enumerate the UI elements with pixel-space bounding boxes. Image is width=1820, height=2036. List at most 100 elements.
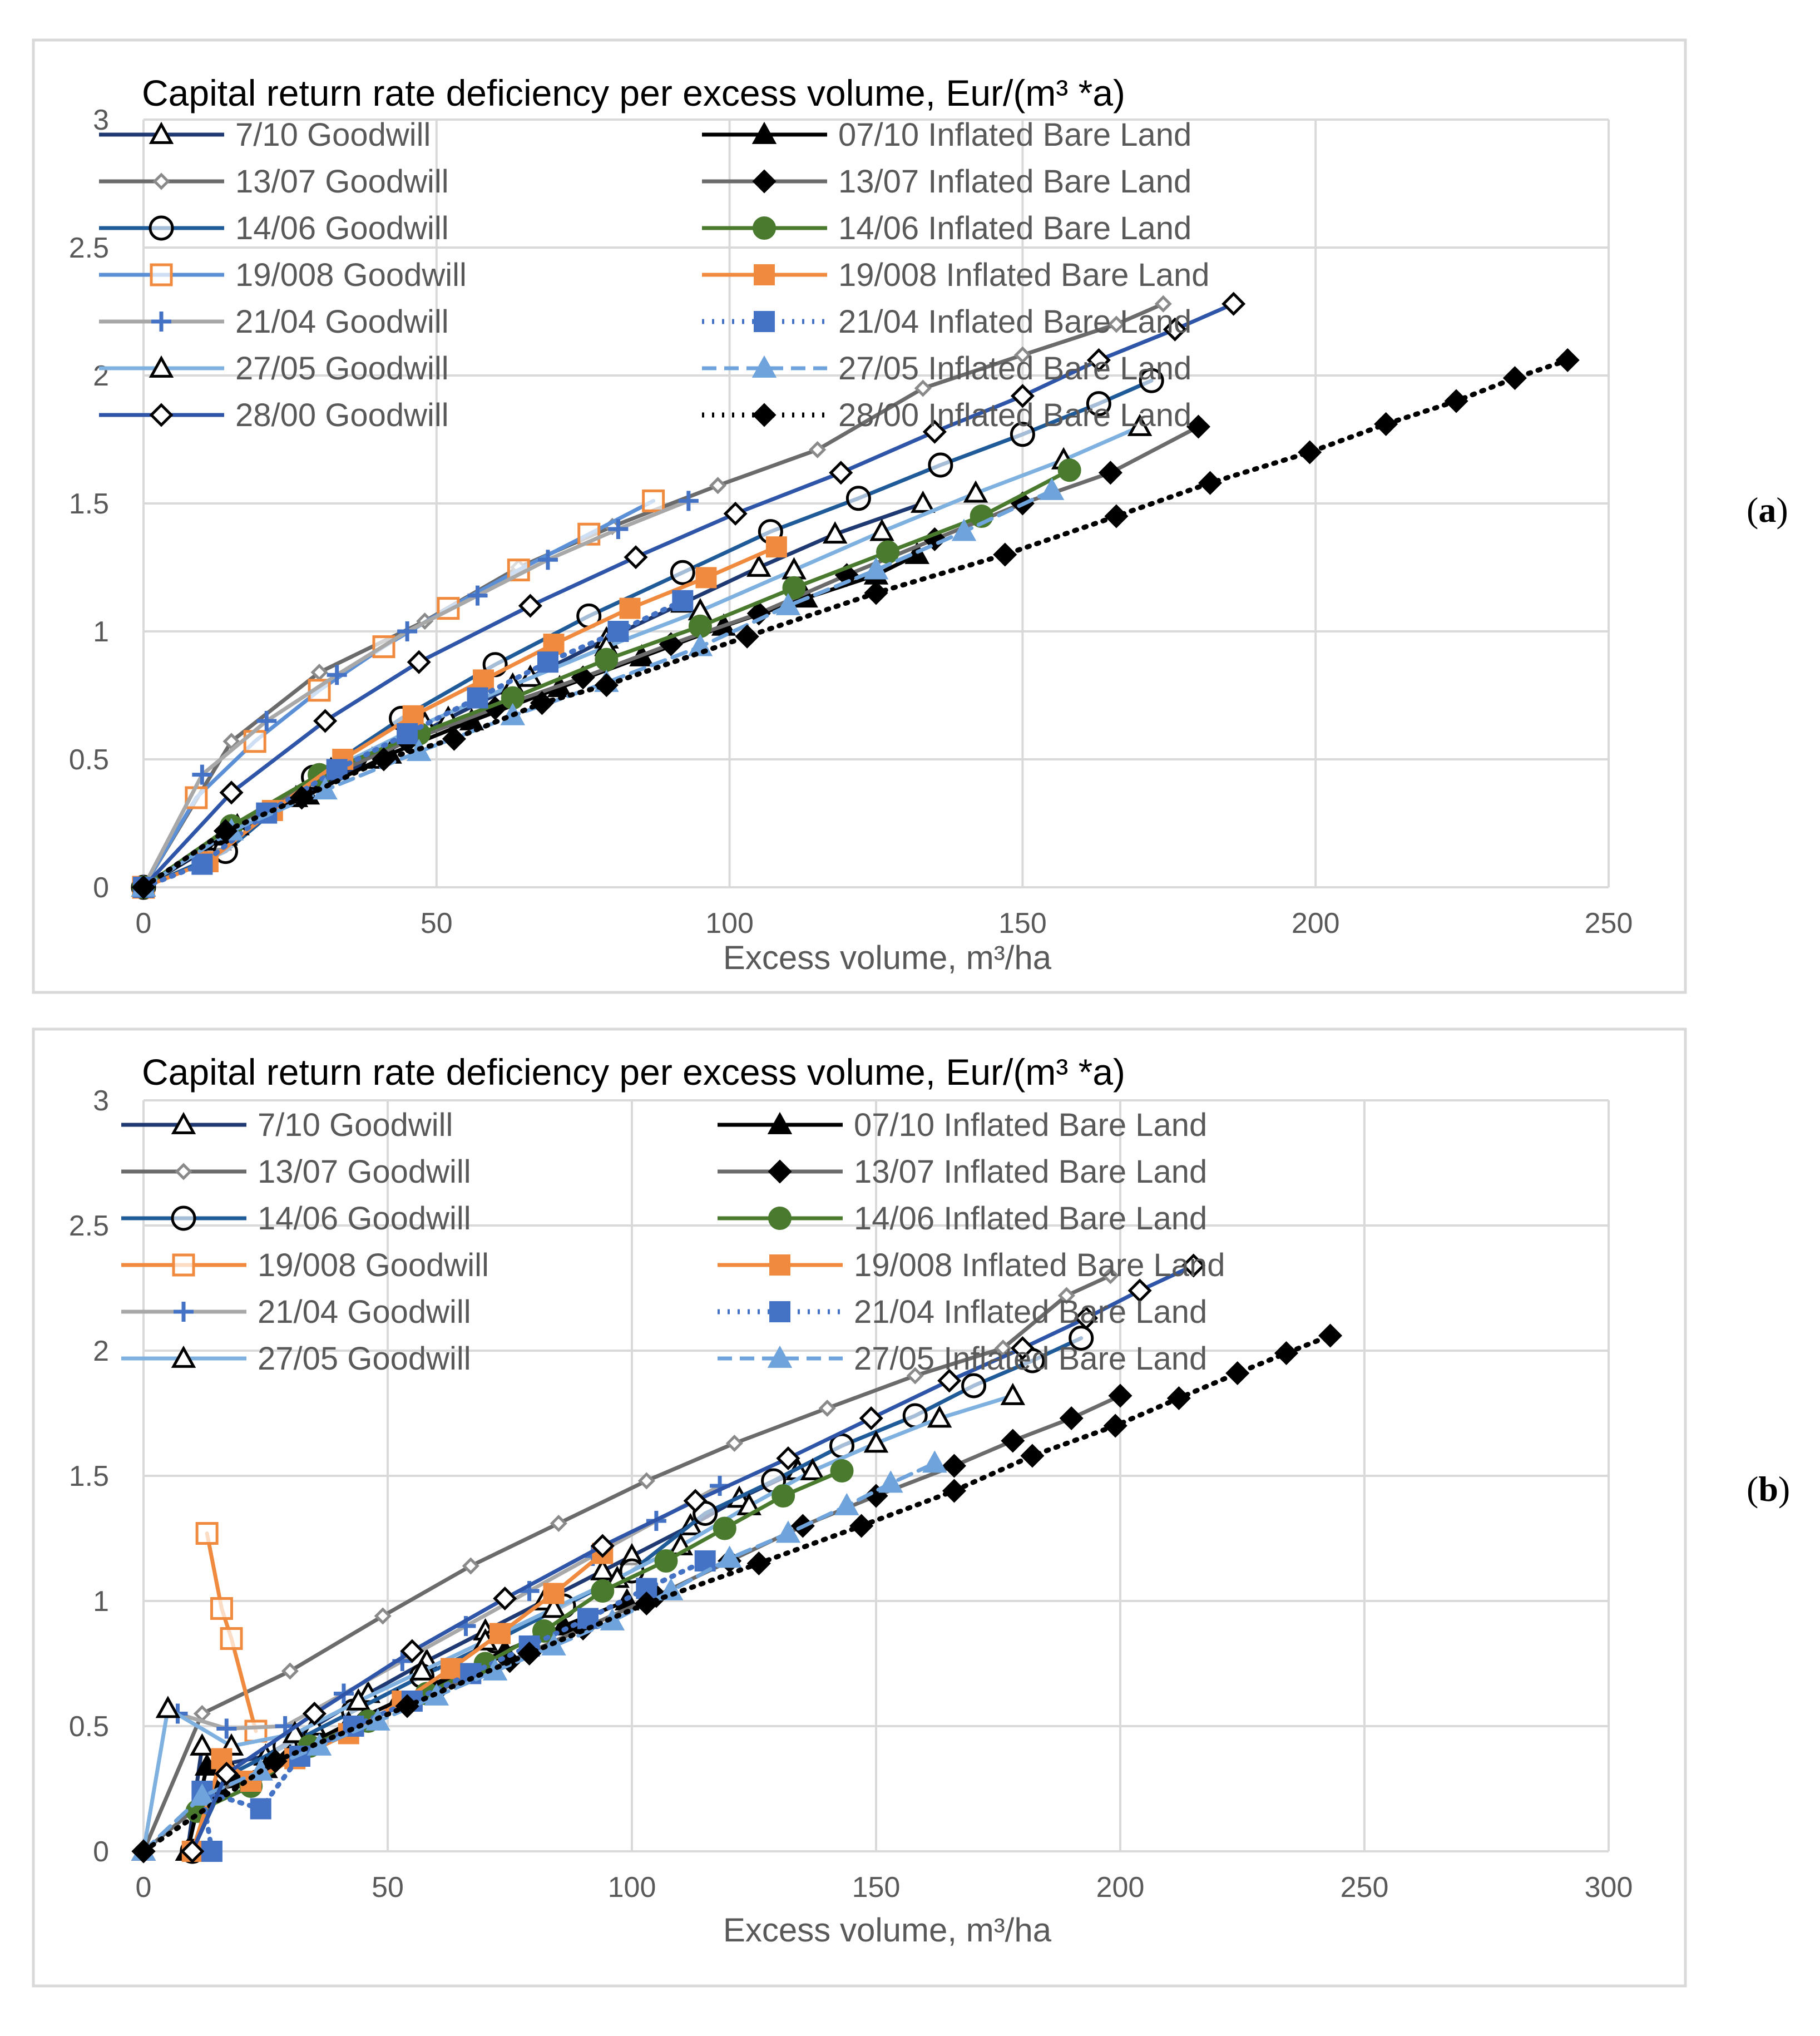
data-point [131, 875, 156, 900]
legend-item-14-06-inflated-bare-land: 14/06 Inflated Bare Land [702, 210, 1191, 246]
y-tick-label: 0 [93, 1836, 109, 1868]
legend-item-7-10-goodwill: 7/10 Goodwill [99, 117, 431, 153]
data-point [395, 1694, 419, 1718]
data-point [302, 1701, 327, 1726]
data-point [1107, 315, 1125, 333]
data-point [346, 1688, 371, 1711]
data-point [937, 1368, 962, 1393]
data-point [180, 1839, 205, 1864]
legend-label: 19/008 Goodwill [235, 257, 467, 293]
data-point [577, 1608, 599, 1629]
y-tick-label: 1 [93, 1585, 109, 1618]
legend-swatch-marker [751, 355, 777, 378]
data-point [922, 1450, 947, 1473]
chart-title: Capital return rate deficiency per exces… [142, 1051, 1125, 1093]
data-point [201, 1841, 222, 1862]
data-point [1108, 1383, 1132, 1408]
legend-swatch-marker [149, 121, 174, 144]
legend-label: 07/10 Inflated Bare Land [838, 117, 1191, 153]
x-tick-label: 0 [136, 907, 152, 940]
legend-swatch-marker [752, 403, 777, 427]
data-point [400, 1639, 424, 1663]
data-point [467, 687, 488, 709]
data-point [849, 1514, 874, 1538]
legend-item-13-07-goodwill: 13/07 Goodwill [99, 164, 449, 200]
legend-item-19-008-inflated-bare-land: 19/008 Inflated Bare Land [718, 1247, 1225, 1283]
data-point [993, 542, 1017, 567]
data-point [1166, 1386, 1191, 1411]
legend-item-14-06-goodwill: 14/06 Goodwill [99, 210, 449, 246]
x-tick-label: 250 [1585, 907, 1633, 940]
data-point [250, 1798, 271, 1820]
data-point [695, 567, 717, 589]
legend-label: 19/008 Inflated Bare Land [838, 257, 1210, 293]
data-point [1163, 317, 1187, 342]
data-point [594, 673, 619, 698]
data-point [263, 1749, 288, 1773]
data-point [281, 1662, 299, 1680]
x-axis-label: Excess volume, m³/ha [723, 1911, 1052, 1949]
data-point [642, 489, 665, 512]
data-point [374, 1607, 392, 1625]
data-point [591, 1579, 615, 1603]
y-tick-label: 1.5 [69, 1460, 109, 1493]
data-point [543, 634, 565, 655]
panel-label-a: (a) [1747, 490, 1788, 530]
legend-label: 27/05 Inflated Bare Land [838, 350, 1191, 387]
data-point [210, 1597, 233, 1620]
data-point [1274, 1341, 1299, 1366]
legend-swatch-marker [752, 169, 777, 194]
data-point [670, 560, 695, 585]
data-point [782, 576, 806, 600]
data-point [1000, 1382, 1026, 1405]
data-point [313, 709, 338, 733]
data-point [213, 819, 238, 843]
data-point [327, 665, 347, 685]
legend-swatch-marker [754, 311, 775, 332]
data-point [493, 1586, 517, 1611]
legend-label: 14/06 Goodwill [235, 210, 449, 246]
data-point [256, 711, 277, 731]
data-point [906, 1367, 924, 1385]
panel-b-frame [32, 1027, 1687, 1988]
data-point [214, 1761, 239, 1786]
data-point [713, 1516, 736, 1540]
legend-swatch-marker [754, 264, 775, 285]
data-point [859, 1406, 883, 1431]
legend-item-21-04-goodwill: 21/04 Goodwill [99, 304, 449, 340]
data-point [1181, 1253, 1206, 1278]
data-point [765, 536, 787, 558]
legend-label: 7/10 Goodwill [258, 1107, 453, 1143]
legend-label: 19/008 Goodwill [258, 1247, 489, 1283]
data-point [537, 550, 558, 570]
x-tick-label: 0 [136, 1871, 152, 1904]
data-point [372, 747, 396, 772]
panel-a-frame [32, 38, 1687, 994]
y-tick-label: 2 [93, 1335, 109, 1367]
data-point [489, 1623, 511, 1644]
legend-swatch-marker [151, 312, 171, 332]
data-point [155, 1696, 181, 1718]
data-point [1010, 1336, 1035, 1361]
legend-label: 13/07 Inflated Bare Land [854, 1154, 1207, 1190]
data-point [442, 727, 466, 751]
legend-swatch-marker [149, 403, 174, 427]
legend-swatch-marker [769, 1301, 790, 1322]
legend-item-14-06-goodwill: 14/06 Goodwill [121, 1200, 471, 1237]
data-point [397, 723, 418, 744]
data-point [911, 490, 936, 513]
data-point [1103, 1414, 1127, 1438]
legend-item-28-00-inflated-bare-land: 28/00 Inflated Bare Land [702, 397, 1191, 433]
legend-item-19-008-inflated-bare-land: 19/008 Inflated Bare Land [702, 257, 1210, 293]
data-point [776, 1446, 800, 1471]
data-point [1001, 1429, 1025, 1453]
data-point [192, 764, 212, 785]
y-tick-label: 1.5 [69, 488, 109, 520]
legend-item-07-10-inflated-bare-land: 07/10 Inflated Bare Land [718, 1107, 1207, 1143]
legend-label: 21/04 Goodwill [258, 1294, 471, 1330]
data-point [1057, 458, 1081, 482]
data-point [190, 1783, 215, 1806]
y-tick-label: 3 [93, 1085, 109, 1117]
legend-label: 28/00 Goodwill [235, 397, 449, 433]
legend-item-21-04-goodwill: 21/04 Goodwill [121, 1294, 471, 1330]
